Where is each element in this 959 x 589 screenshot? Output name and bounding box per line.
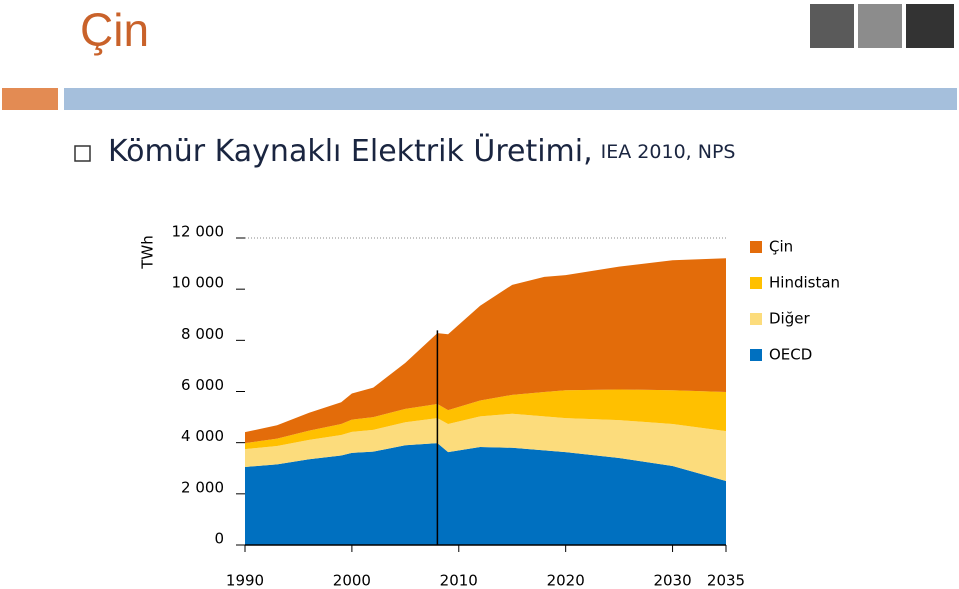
area [245,389,726,450]
y-tick-label: 4 000 [181,427,224,445]
slide-title: Çin [80,4,149,56]
x-tick-label: 2020 [547,572,585,589]
legend-swatch [750,313,762,325]
legend-swatch [750,241,762,253]
y-tick-label: 0 [214,530,224,548]
legend-label: Diğer [769,310,810,328]
y-tick-label: 12 000 [172,223,225,241]
x-tick-label: 2010 [440,572,478,589]
bullet [74,145,91,162]
area [245,443,726,545]
source: IEA 2010, NPS [601,141,736,163]
legend-label: Çin [769,238,793,256]
heading: Kömür Kaynaklı Elektrik Üretimi, IEA 2010… [108,133,735,169]
x-tick-label: 2030 [653,572,691,589]
plot: 0 2 000 4 000 6 000 8 000 10 000 12 000 1990 200… [172,223,841,589]
y-axis-label: TWh [139,235,157,270]
header-bar [64,88,957,110]
header-images [810,4,954,48]
accent-bar [2,88,58,110]
legend-swatch [750,349,762,361]
x-tick-label: 2035 [707,572,745,589]
y-tick-label: 8 000 [181,325,224,343]
area [245,413,726,482]
y-tick-label: 6 000 [181,376,224,394]
legend-label: OECD [769,346,812,364]
legend-swatch [750,277,762,289]
x-tick-label: 2000 [333,572,371,589]
y-tick-label: 2 000 [181,478,224,496]
heading-text: Kömür Kaynaklı Elektrik Üretimi, [108,133,593,169]
y-tick-label: 10 000 [172,274,225,292]
area [245,258,726,444]
x-tick-label: 1990 [226,572,264,589]
legend-label: Hindistan [769,274,840,292]
